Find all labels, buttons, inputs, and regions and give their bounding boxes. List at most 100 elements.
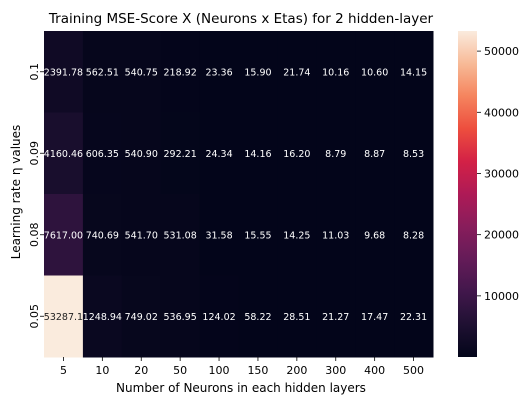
heatmap-cell (199, 31, 239, 113)
heatmap-cell (394, 275, 434, 358)
heatmap-cell (238, 194, 278, 276)
cell-label: 1248.94 (83, 312, 122, 323)
heatmap-cell (316, 194, 356, 276)
y-tick-label: 0.09 (28, 141, 41, 166)
heatmap-cell (160, 112, 201, 195)
cell-label: 562.51 (86, 67, 119, 78)
cell-label: 531.08 (164, 230, 197, 241)
cell-label: 9.68 (364, 230, 385, 241)
heatmap-cell (82, 31, 123, 113)
cell-label: 292.21 (164, 149, 197, 160)
colorbar-tick-label: 40000 (484, 106, 519, 119)
cell-label: 124.02 (202, 312, 235, 323)
cell-label: 21.74 (283, 67, 310, 78)
heatmap-cell (316, 275, 356, 358)
x-axis-label: Number of Neurons in each hidden layers (116, 381, 366, 395)
cell-label: 11.03 (322, 230, 349, 241)
colorbar-tick-label: 30000 (484, 167, 519, 180)
cell-label: 21.27 (322, 312, 349, 323)
cell-label: 14.15 (400, 67, 427, 78)
heatmap-cell (82, 275, 123, 358)
cell-label: 53287.1 (44, 312, 83, 323)
cell-label: 16.20 (283, 149, 310, 160)
cell-label: 7617.00 (44, 230, 83, 241)
y-tick-label: 0.05 (28, 304, 41, 329)
x-tick-label: 500 (403, 364, 424, 377)
heatmap-cell (277, 31, 317, 113)
heatmap-cell (277, 194, 317, 276)
heatmap-cell (277, 112, 317, 195)
cell-label: 540.90 (125, 149, 158, 160)
x-tick-label: 100 (209, 364, 230, 377)
x-tick-label: 150 (247, 364, 268, 377)
cell-label: 10.60 (361, 67, 388, 78)
x-tick-label: 50 (173, 364, 187, 377)
cell-label: 15.90 (244, 67, 271, 78)
cell-label: 8.28 (403, 230, 424, 241)
heatmap-cell (160, 31, 201, 113)
cell-label: 23.36 (205, 67, 232, 78)
heatmap-cell (44, 31, 84, 113)
cell-label: 8.87 (364, 149, 385, 160)
heatmap-cell (44, 112, 84, 195)
cell-label: 31.58 (205, 230, 232, 241)
colorbar-gradient (458, 31, 477, 357)
colorbar-ticks: 10000 20000 30000 40000 50000 (477, 45, 519, 303)
cell-label: 8.53 (403, 149, 424, 160)
heatmap-cell (44, 194, 84, 276)
cell-label: 740.69 (86, 230, 119, 241)
colorbar-tick-label: 50000 (484, 45, 519, 58)
cell-label: 218.92 (164, 67, 197, 78)
heatmap-cell (355, 275, 395, 358)
x-tick-label: 5 (60, 364, 67, 377)
chart-title: Training MSE-Score X (Neurons x Etas) fo… (48, 11, 434, 27)
heatmap-cell (121, 194, 162, 276)
colorbar: 10000 20000 30000 40000 50000 (458, 31, 519, 357)
heatmap-cell (277, 275, 317, 358)
colorbar-tick-label: 10000 (484, 290, 519, 303)
y-tick-label: 0.1 (28, 63, 41, 81)
cell-label: 22.31 (400, 312, 427, 323)
y-axis-label: Learning rate η values (9, 125, 23, 260)
heatmap-cell (355, 194, 395, 276)
heatmap-cell (394, 112, 434, 195)
x-tick-label: 10 (95, 364, 109, 377)
cell-label: 14.25 (283, 230, 310, 241)
cell-label: 17.47 (361, 312, 388, 323)
heatmap-cell (82, 112, 123, 195)
cell-label: 541.70 (125, 230, 158, 241)
cell-label: 536.95 (164, 312, 197, 323)
heatmap-cell (160, 194, 201, 276)
cell-label: 2391.78 (44, 67, 83, 78)
heatmap-cell (394, 194, 434, 276)
cell-label: 15.55 (244, 230, 271, 241)
heatmap-cell (199, 112, 239, 195)
cell-label: 10.16 (322, 67, 349, 78)
cell-label: 58.22 (244, 312, 271, 323)
cell-label: 606.35 (86, 149, 119, 160)
heatmap-cell (394, 31, 434, 113)
heatmap-cell (44, 275, 84, 358)
heatmap-cell (199, 275, 239, 358)
heatmap-cell (121, 31, 162, 113)
heatmap-cell (355, 31, 395, 113)
cell-label: 4160.46 (44, 149, 83, 160)
heatmap-cell (121, 112, 162, 195)
cell-label: 24.34 (205, 149, 232, 160)
cell-label: 8.79 (325, 149, 346, 160)
y-tick-label: 0.08 (28, 223, 41, 248)
heatmap-cell (199, 194, 239, 276)
heatmap-cell (238, 275, 278, 358)
x-tick-label: 400 (364, 364, 385, 377)
x-tick-labels: 5 10 20 50 100 150 200 300 400 500 (60, 357, 424, 377)
cell-label: 749.02 (125, 312, 158, 323)
cell-label: 14.16 (244, 149, 271, 160)
heatmap-cell (238, 31, 278, 113)
heatmap-cell (160, 275, 201, 358)
y-tick-labels: 0.1 0.09 0.08 0.05 (28, 63, 44, 329)
x-tick-label: 300 (325, 364, 346, 377)
heatmap-cell (238, 112, 278, 195)
x-tick-label: 20 (134, 364, 148, 377)
heatmap-cell (121, 275, 162, 358)
